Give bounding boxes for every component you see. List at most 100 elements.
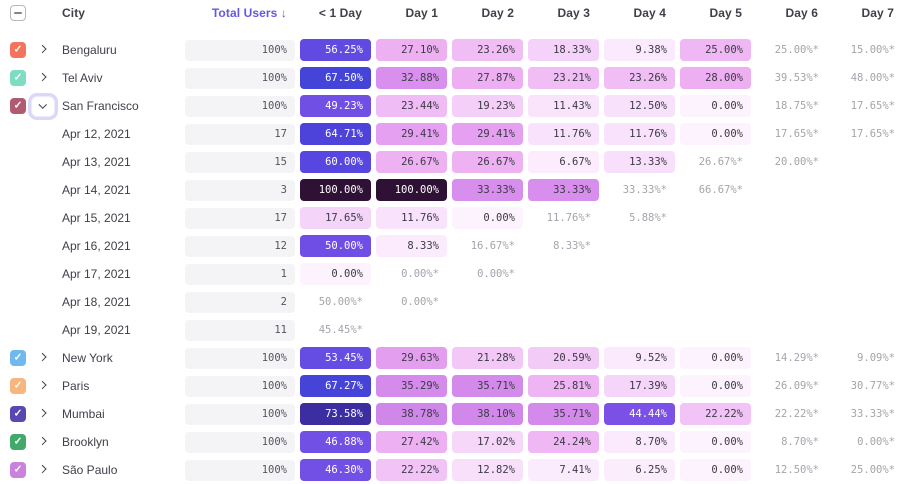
retention-cell-day-1[interactable]: 26.67% (376, 151, 447, 173)
retention-cell-day-6: 26.09%* (774, 380, 819, 392)
retention-cell-day-2[interactable]: 27.87% (452, 67, 523, 89)
retention-cell-day-5[interactable]: 25.00% (680, 39, 751, 61)
retention-cell-day-1[interactable]: 38.78% (376, 403, 447, 425)
retention-cell-day-5[interactable]: 22.22% (680, 403, 751, 425)
row-checkbox[interactable]: ✓ (10, 350, 26, 366)
row-checkbox[interactable]: ✓ (10, 406, 26, 422)
retention-cell-day-0[interactable]: 100.00% (300, 179, 371, 201)
retention-cell-day-2[interactable]: 38.10% (452, 403, 523, 425)
retention-cell-day-4[interactable]: 17.39% (604, 375, 675, 397)
retention-cell-day-2[interactable]: 19.23% (452, 95, 523, 117)
retention-cell-day-2[interactable]: 29.41% (452, 123, 523, 145)
retention-cell-day-3[interactable]: 11.76% (528, 123, 599, 145)
total-users-bar: 100% (185, 95, 295, 117)
retention-cell-day-1[interactable]: 27.42% (376, 431, 447, 453)
retention-cell-day-4[interactable]: 9.52% (604, 347, 675, 369)
retention-cell-day-5: 26.67%* (698, 156, 743, 168)
retention-cell-day-2[interactable]: 0.00% (452, 207, 523, 229)
retention-cell-day-3[interactable]: 24.24% (528, 431, 599, 453)
retention-cell-day-3[interactable]: 6.67% (528, 151, 599, 173)
retention-cell-day-1[interactable]: 22.22% (376, 459, 447, 481)
retention-cell-day-4[interactable]: 9.38% (604, 39, 675, 61)
retention-cell-day-0[interactable]: 64.71% (300, 123, 371, 145)
retention-cell-day-5[interactable]: 0.00% (680, 459, 751, 481)
expand-button[interactable] (34, 433, 52, 451)
select-all-checkbox[interactable] (10, 5, 26, 21)
retention-cell-day-3[interactable]: 33.33% (528, 179, 599, 201)
retention-cell-day-1[interactable]: 23.44% (376, 95, 447, 117)
expand-button[interactable] (34, 405, 52, 423)
total-users-bar: 11 (185, 319, 295, 341)
retention-cell-day-4[interactable]: 44.44% (604, 403, 675, 425)
row-checkbox[interactable]: ✓ (10, 70, 26, 86)
retention-cell-day-1[interactable]: 11.76% (376, 207, 447, 229)
row-checkbox[interactable]: ✓ (10, 98, 26, 114)
retention-cell-day-2[interactable]: 17.02% (452, 431, 523, 453)
retention-cell-day-4[interactable]: 11.76% (604, 123, 675, 145)
retention-cell-day-0[interactable]: 46.88% (300, 431, 371, 453)
retention-cell-day-3[interactable]: 7.41% (528, 459, 599, 481)
retention-cell-day-0[interactable]: 73.58% (300, 403, 371, 425)
retention-cell-day-0[interactable]: 53.45% (300, 347, 371, 369)
retention-cell-day-0[interactable]: 56.25% (300, 39, 371, 61)
retention-cell-day-0[interactable]: 49.23% (300, 95, 371, 117)
row-checkbox[interactable]: ✓ (10, 42, 26, 58)
retention-cell-day-2[interactable]: 26.67% (452, 151, 523, 173)
retention-cell-day-1[interactable]: 29.41% (376, 123, 447, 145)
retention-cell-day-0[interactable]: 17.65% (300, 207, 371, 229)
retention-cell-day-1: 0.00%* (401, 296, 439, 308)
retention-cell-day-1[interactable]: 8.33% (376, 235, 447, 257)
date-row-apr-12-2021: Apr 12, 2021 17 64.71% 29.41% 29.41% 11.76% 11… (0, 120, 920, 148)
expand-button[interactable] (34, 377, 52, 395)
expand-button[interactable] (34, 461, 52, 479)
retention-cell-day-3: 11.76%* (546, 212, 591, 224)
expand-button[interactable] (34, 349, 52, 367)
retention-cell-day-3[interactable]: 18.33% (528, 39, 599, 61)
retention-cell-day-5[interactable]: 0.00% (680, 431, 751, 453)
retention-cell-day-5[interactable]: 28.00% (680, 67, 751, 89)
retention-cell-day-0[interactable]: 0.00% (300, 263, 371, 285)
retention-cell-day-2[interactable]: 12.82% (452, 459, 523, 481)
chevron-right-icon (38, 73, 47, 82)
retention-cell-day-2[interactable]: 35.71% (452, 375, 523, 397)
retention-cell-day-3[interactable]: 20.59% (528, 347, 599, 369)
retention-cell-day-4[interactable]: 23.26% (604, 67, 675, 89)
retention-cell-day-0[interactable]: 60.00% (300, 151, 371, 173)
retention-cell-day-1[interactable]: 35.29% (376, 375, 447, 397)
retention-cell-day-7: 33.33%* (850, 408, 895, 420)
retention-cell-day-5[interactable]: 0.00% (680, 123, 751, 145)
retention-cell-day-2[interactable]: 23.26% (452, 39, 523, 61)
retention-cell-day-3: 8.33%* (553, 240, 591, 252)
retention-cell-day-3[interactable]: 11.43% (528, 95, 599, 117)
retention-cell-day-3[interactable]: 35.71% (528, 403, 599, 425)
retention-cell-day-0[interactable]: 67.50% (300, 67, 371, 89)
row-checkbox[interactable]: ✓ (10, 462, 26, 478)
retention-cell-day-1[interactable]: 27.10% (376, 39, 447, 61)
row-checkbox[interactable]: ✓ (10, 378, 26, 394)
retention-cell-day-3[interactable]: 25.81% (528, 375, 599, 397)
retention-cell-day-4[interactable]: 13.33% (604, 151, 675, 173)
collapse-button[interactable] (31, 95, 55, 117)
retention-cell-day-1[interactable]: 32.88% (376, 67, 447, 89)
retention-cell-day-2[interactable]: 33.33% (452, 179, 523, 201)
chevron-right-icon (38, 437, 47, 446)
retention-cell-day-5[interactable]: 0.00% (680, 347, 751, 369)
city-row-san-francisco: ✓ San Francisco 100% 49.23% 23.44% 19.23% 11.4… (0, 92, 920, 120)
retention-cell-day-3[interactable]: 23.21% (528, 67, 599, 89)
retention-cell-day-4[interactable]: 8.70% (604, 431, 675, 453)
retention-cell-day-1[interactable]: 100.00% (376, 179, 447, 201)
retention-cell-day-5[interactable]: 0.00% (680, 95, 751, 117)
retention-cell-day-5[interactable]: 0.00% (680, 375, 751, 397)
retention-cell-day-0[interactable]: 46.30% (300, 459, 371, 481)
retention-cell-day-2[interactable]: 21.28% (452, 347, 523, 369)
expand-button[interactable] (34, 41, 52, 59)
expand-button[interactable] (34, 69, 52, 87)
retention-cell-day-1[interactable]: 29.63% (376, 347, 447, 369)
column-header-total-users[interactable]: Total Users ↓ (211, 6, 287, 20)
retention-cell-day-4[interactable]: 6.25% (604, 459, 675, 481)
row-checkbox[interactable]: ✓ (10, 434, 26, 450)
retention-cell-day-0[interactable]: 50.00% (300, 235, 371, 257)
retention-cell-day-2: 0.00%* (477, 268, 515, 280)
retention-cell-day-0[interactable]: 67.27% (300, 375, 371, 397)
retention-cell-day-4[interactable]: 12.50% (604, 95, 675, 117)
